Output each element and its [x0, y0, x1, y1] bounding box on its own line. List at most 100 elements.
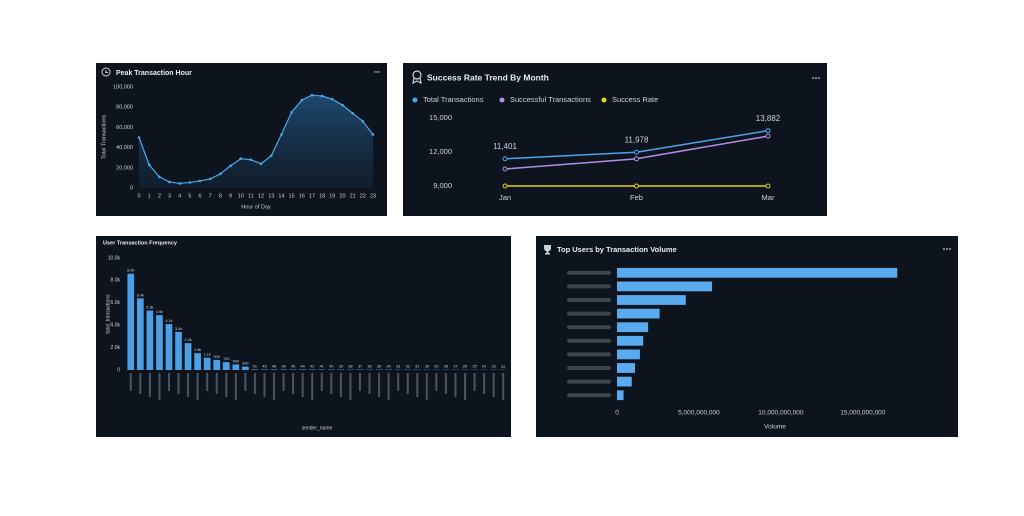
data-label: 1.1k	[204, 353, 211, 357]
point	[280, 133, 283, 136]
data-label: 40	[329, 365, 333, 369]
data-label: 13,882	[756, 114, 781, 123]
category-label-blur	[425, 373, 428, 400]
line	[138, 94, 374, 185]
category-label-blur	[567, 393, 611, 398]
x-tick-label: 21	[350, 193, 356, 199]
category-label-blur	[567, 338, 611, 343]
data-label: 30	[425, 365, 429, 369]
point	[634, 183, 639, 189]
legend-label: Total Transactions	[423, 95, 484, 104]
chart-title: Success Rate Trend By Month	[427, 72, 549, 82]
data-label: 46	[281, 364, 285, 368]
panel	[536, 236, 958, 437]
category-label-blur	[492, 373, 495, 397]
category-label-blur	[196, 373, 199, 400]
bar	[232, 364, 240, 370]
point	[178, 182, 181, 185]
category-label-blur	[567, 298, 611, 302]
data-label: 49	[262, 364, 266, 368]
category-label-blur	[349, 373, 352, 400]
bar	[617, 349, 640, 360]
data-label: 300	[242, 362, 248, 366]
x-tick-label: 0	[137, 193, 140, 199]
data-label: 35	[377, 365, 381, 369]
data-label: 6.4k	[137, 293, 144, 297]
data-label: 1.5k	[194, 348, 201, 352]
category-label-blur	[567, 325, 611, 330]
point	[634, 149, 639, 155]
data-label: 44	[301, 365, 305, 369]
point	[249, 158, 253, 162]
legend-swatch	[412, 97, 418, 103]
point	[765, 183, 771, 189]
data-label: 4.9k	[156, 310, 163, 314]
bar	[617, 322, 649, 333]
legend-label: Success Rate	[612, 95, 658, 104]
bar	[261, 369, 268, 370]
x-tick-label: 19	[329, 193, 335, 199]
bar	[222, 362, 230, 370]
bar	[242, 366, 249, 370]
point	[765, 133, 771, 139]
category-label-blur	[311, 373, 314, 400]
bar	[617, 281, 713, 292]
clock-icon	[101, 67, 111, 77]
point	[229, 164, 232, 168]
category-label-blur	[273, 373, 276, 400]
category-label-blur	[567, 270, 611, 275]
point	[320, 94, 324, 98]
x-tick-label: 5	[188, 193, 191, 199]
bar	[617, 376, 632, 387]
point	[765, 128, 771, 134]
menu-dots[interactable]	[812, 77, 820, 79]
category-label-blur	[148, 373, 151, 397]
data-label: 41	[320, 365, 324, 369]
y-tick-label: 6.0k	[111, 300, 121, 306]
category-label-blur	[444, 373, 447, 394]
category-label-blur	[253, 373, 256, 394]
panel	[403, 63, 827, 216]
x-tick-label: 10	[238, 193, 244, 199]
category-label-blur	[406, 373, 409, 394]
x-tick-label: 11	[248, 193, 254, 199]
menu-dots[interactable]	[943, 248, 951, 250]
data-label: 31	[415, 365, 419, 369]
data-label: 39	[339, 365, 343, 369]
category-label-blur	[282, 373, 285, 391]
x-tick-label: Jan	[499, 193, 511, 202]
category-label-blur	[301, 373, 304, 397]
category-label-blur	[368, 373, 371, 394]
bar	[146, 310, 154, 370]
menu-dots[interactable]	[374, 71, 380, 73]
data-label: 45	[291, 364, 295, 368]
y-tick-label: 0	[117, 367, 120, 373]
category-label-blur	[187, 373, 190, 397]
x-tick-label: 17	[309, 193, 315, 199]
category-label-blur	[567, 366, 611, 370]
y-tick-label: 10.0k	[108, 255, 121, 261]
x-tick-label: 15	[289, 193, 295, 199]
chart-title: Top Users by Transaction Volume	[557, 245, 677, 254]
x-tick-label: 3	[168, 193, 171, 199]
category-label-blur	[158, 373, 161, 400]
x-tick-label: 20	[339, 193, 345, 199]
point	[331, 97, 334, 101]
data-label: 42	[310, 365, 314, 369]
bar	[617, 335, 644, 346]
category-label-blur	[567, 352, 611, 357]
y-tick-label: 100,000	[113, 84, 133, 90]
category-label-blur	[502, 373, 505, 400]
y-tick-label: 4.0k	[111, 323, 121, 329]
x-tick-label: 8	[219, 193, 222, 199]
point	[300, 98, 304, 102]
bar	[127, 273, 135, 370]
y-tick-label: 12,000	[429, 147, 452, 156]
x-tick-label: 2	[158, 193, 161, 199]
trophy-icon	[544, 245, 551, 255]
data-label: 32	[406, 365, 410, 369]
y-tick-label: 0	[130, 185, 133, 191]
bar	[617, 308, 660, 319]
bar	[156, 315, 163, 370]
bar	[194, 353, 201, 370]
